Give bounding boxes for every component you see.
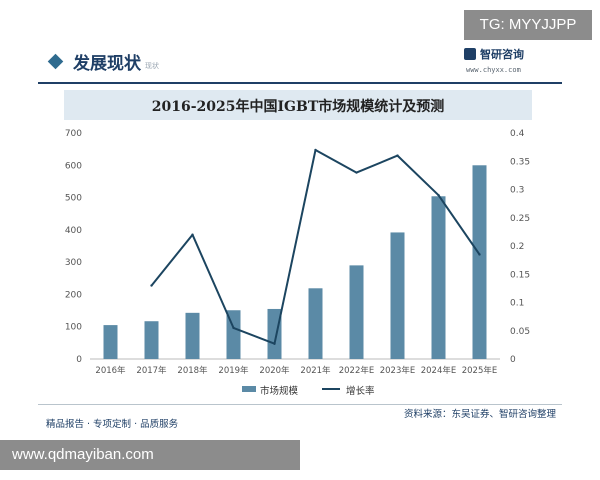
watermark-bottom-bar: www.qdmayiban.com <box>0 440 300 470</box>
growth-rate-point <box>314 148 317 152</box>
logo-url: www.chyxx.com <box>466 66 521 74</box>
y-left-tick-label: 400 <box>65 226 82 236</box>
y-right-tick-label: 0.15 <box>510 270 530 280</box>
x-tick-label: 2016年 <box>95 365 126 376</box>
y-right-tick-label: 0.25 <box>510 214 530 224</box>
chart-title: 2016-2025年中国IGBT市场规模统计及预测 <box>151 99 445 115</box>
legend-bar-label: 市场规模 <box>260 385 299 397</box>
x-tick-label: 2019年 <box>218 365 249 376</box>
y-left-tick-label: 0 <box>76 355 82 365</box>
growth-rate-point <box>273 342 276 345</box>
footer-source: 资料来源：东吴证券、智研咨询整理 <box>403 409 556 420</box>
logo-name: 智研咨询 <box>480 48 524 61</box>
x-tick-label: 2017年 <box>136 365 167 376</box>
legend-line-label: 增长率 <box>346 385 375 397</box>
x-tick-label: 2025年E <box>462 365 498 376</box>
x-tick-label: 2024年E <box>421 365 457 376</box>
y-left-tick-label: 600 <box>65 161 82 171</box>
y-right-tick-label: 0.3 <box>510 186 524 196</box>
growth-rate-point <box>191 233 194 236</box>
header-divider <box>38 82 562 84</box>
growth-rate-point <box>437 193 440 197</box>
y-right-tick-label: 0 <box>510 355 516 365</box>
y-right-tick-label: 0.1 <box>510 299 524 309</box>
bar <box>144 321 159 359</box>
y-right-tick-label: 0.2 <box>510 242 524 252</box>
y-right-tick-label: 0.35 <box>510 157 530 167</box>
y-left-tick-label: 100 <box>65 323 82 333</box>
growth-rate-point <box>232 326 235 330</box>
logo-icon <box>464 48 476 60</box>
section-subtitle: 现状 <box>145 62 159 70</box>
legend-bar-swatch <box>242 386 256 392</box>
bar <box>472 165 487 359</box>
watermark-top-badge: TG: MYYJJPP <box>464 10 592 40</box>
growth-rate-point <box>478 253 481 256</box>
y-left-tick-label: 700 <box>65 129 82 139</box>
x-tick-label: 2020年 <box>259 365 290 376</box>
bar <box>349 265 364 359</box>
x-tick-label: 2022年E <box>339 365 375 376</box>
bar <box>390 232 405 359</box>
x-tick-label: 2018年 <box>177 365 208 376</box>
x-tick-label: 2023年E <box>380 365 416 376</box>
bar <box>103 325 118 359</box>
growth-rate-point <box>150 284 153 287</box>
growth-rate-point <box>396 154 399 157</box>
y-left-tick-label: 300 <box>65 258 82 268</box>
bar <box>308 288 323 359</box>
bar <box>185 312 200 359</box>
bar <box>267 308 282 359</box>
section-title: 发展现状 <box>73 53 141 74</box>
footer-tagline: 精品报告 · 专项定制 · 品质服务 <box>46 419 179 430</box>
growth-rate-point <box>355 171 358 174</box>
y-right-tick-label: 0.4 <box>510 129 525 139</box>
x-tick-label: 2021年 <box>300 365 331 376</box>
bar <box>226 310 241 359</box>
footer-divider <box>38 404 562 405</box>
y-left-tick-label: 200 <box>65 290 82 300</box>
section-header: 发展现状 现状 <box>47 47 159 75</box>
y-right-tick-label: 0.05 <box>510 327 530 337</box>
brand-logo: 智研咨询 www.chyxx.com <box>464 46 542 80</box>
chart-title-box: 2016-2025年中国IGBT市场规模统计及预测 <box>64 90 532 120</box>
bar <box>431 196 446 359</box>
y-left-tick-label: 500 <box>65 194 82 204</box>
